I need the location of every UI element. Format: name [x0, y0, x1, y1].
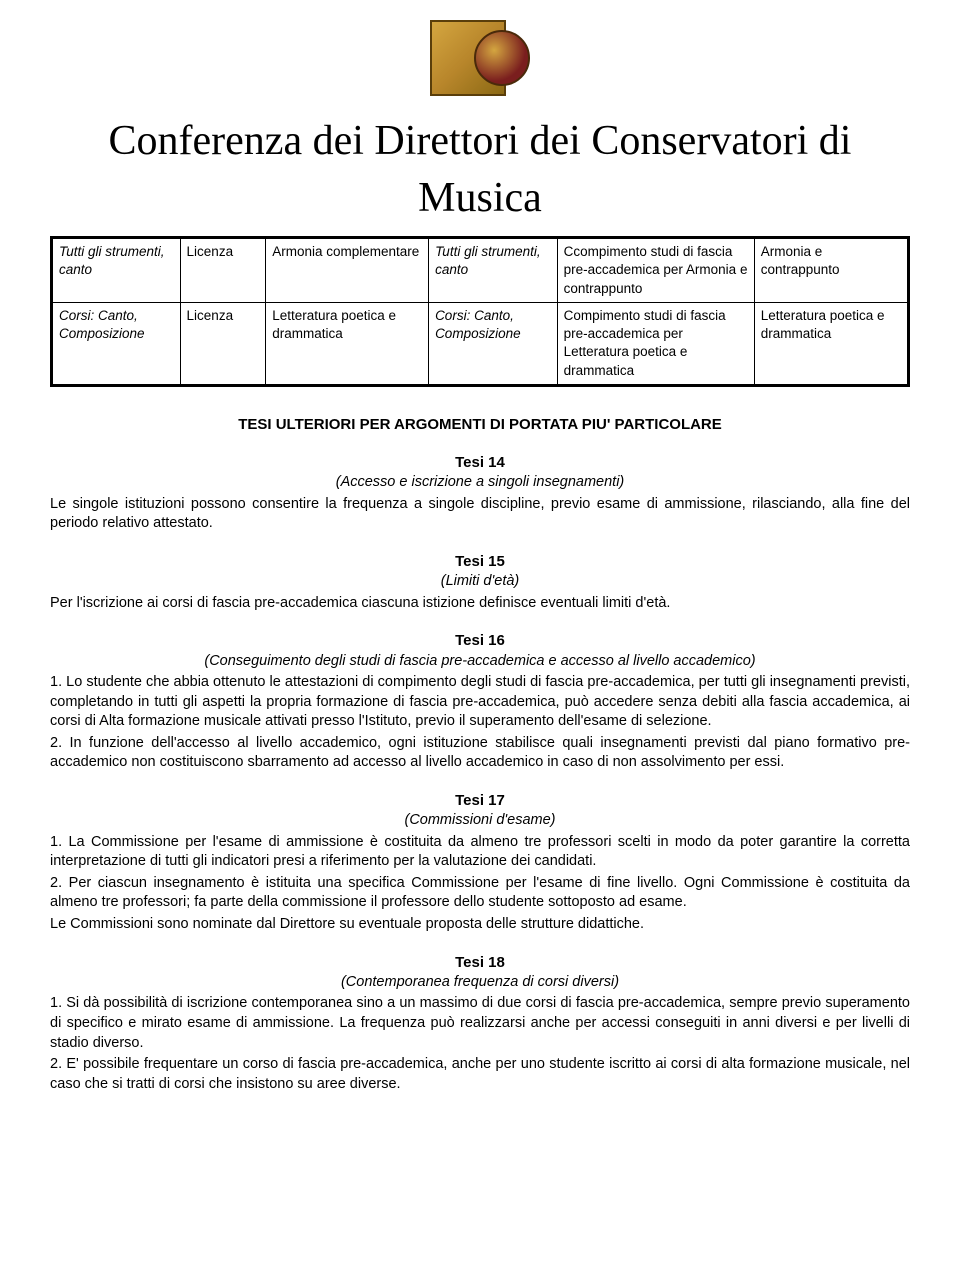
table-row: Tutti gli strumenti, canto Licenza Armon… [52, 238, 909, 303]
tesi-subtitle: (Commissioni d'esame) [50, 811, 910, 831]
tesi-title: Tesi 18 [50, 953, 910, 973]
table-cell: Armonia complementare [266, 238, 429, 303]
tesi-paragraph: 2. Per ciascun insegnamento è istituita … [50, 874, 910, 913]
tesi-body: Per l'iscrizione ai corsi di fascia pre-… [50, 594, 910, 614]
tesi-paragraph: 2. In funzione dell'accesso al livello a… [50, 734, 910, 773]
tesi-paragraph: 1. La Commissione per l'esame di ammissi… [50, 833, 910, 872]
tesi-paragraph: 2. E' possibile frequentare un corso di … [50, 1055, 910, 1094]
header-logo [50, 20, 910, 105]
tesi-body: 1. La Commissione per l'esame di ammissi… [50, 833, 910, 935]
table-cell: Tutti gli strumenti, canto [429, 238, 558, 303]
tesi-container: Tesi 14(Accesso e iscrizione a singoli i… [50, 453, 910, 1094]
tesi-title: Tesi 16 [50, 631, 910, 651]
tesi-paragraph: 1. Lo studente che abbia ottenuto le att… [50, 673, 910, 732]
tesi-paragraph: Per l'iscrizione ai corsi di fascia pre-… [50, 594, 910, 614]
table-row: Corsi: Canto, Composizione Licenza Lette… [52, 302, 909, 385]
tesi-subtitle: (Limiti d'età) [50, 572, 910, 592]
tesi-subtitle: (Conseguimento degli studi di fascia pre… [50, 652, 910, 672]
tesi-subtitle: (Accesso e iscrizione a singoli insegnam… [50, 473, 910, 493]
tesi-subtitle: (Contemporanea frequenza di corsi divers… [50, 973, 910, 993]
table-cell: Letteratura poetica e drammatica [754, 302, 908, 385]
tesi-title: Tesi 15 [50, 552, 910, 572]
table-cell: Tutti gli strumenti, canto [52, 238, 181, 303]
table-cell: Licenza [180, 302, 266, 385]
table-cell: Armonia e contrappunto [754, 238, 908, 303]
table-cell: Corsi: Canto, Composizione [52, 302, 181, 385]
table-cell: Letteratura poetica e drammatica [266, 302, 429, 385]
tesi-body: Le singole istituzioni possono consentir… [50, 495, 910, 534]
tesi-body: 1. Lo studente che abbia ottenuto le att… [50, 673, 910, 773]
table-cell: Compimento studi di fascia pre-accademic… [557, 302, 754, 385]
table-cell: Licenza [180, 238, 266, 303]
tesi-title: Tesi 14 [50, 453, 910, 473]
logo-icon [430, 20, 530, 100]
page-heading: Conferenza dei Direttori dei Conservator… [50, 113, 910, 226]
table-cell: Ccompimento studi di fascia pre-accademi… [557, 238, 754, 303]
tesi-title: Tesi 17 [50, 791, 910, 811]
table-cell: Corsi: Canto, Composizione [429, 302, 558, 385]
tesi-paragraph: Le Commissioni sono nominate dal Diretto… [50, 915, 910, 935]
info-table: Tutti gli strumenti, canto Licenza Armon… [50, 236, 910, 387]
tesi-paragraph: Le singole istituzioni possono consentir… [50, 495, 910, 534]
tesi-body: 1. Si dà possibilità di iscrizione conte… [50, 994, 910, 1094]
section-title: TESI ULTERIORI PER ARGOMENTI DI PORTATA … [50, 415, 910, 435]
tesi-paragraph: 1. Si dà possibilità di iscrizione conte… [50, 994, 910, 1053]
